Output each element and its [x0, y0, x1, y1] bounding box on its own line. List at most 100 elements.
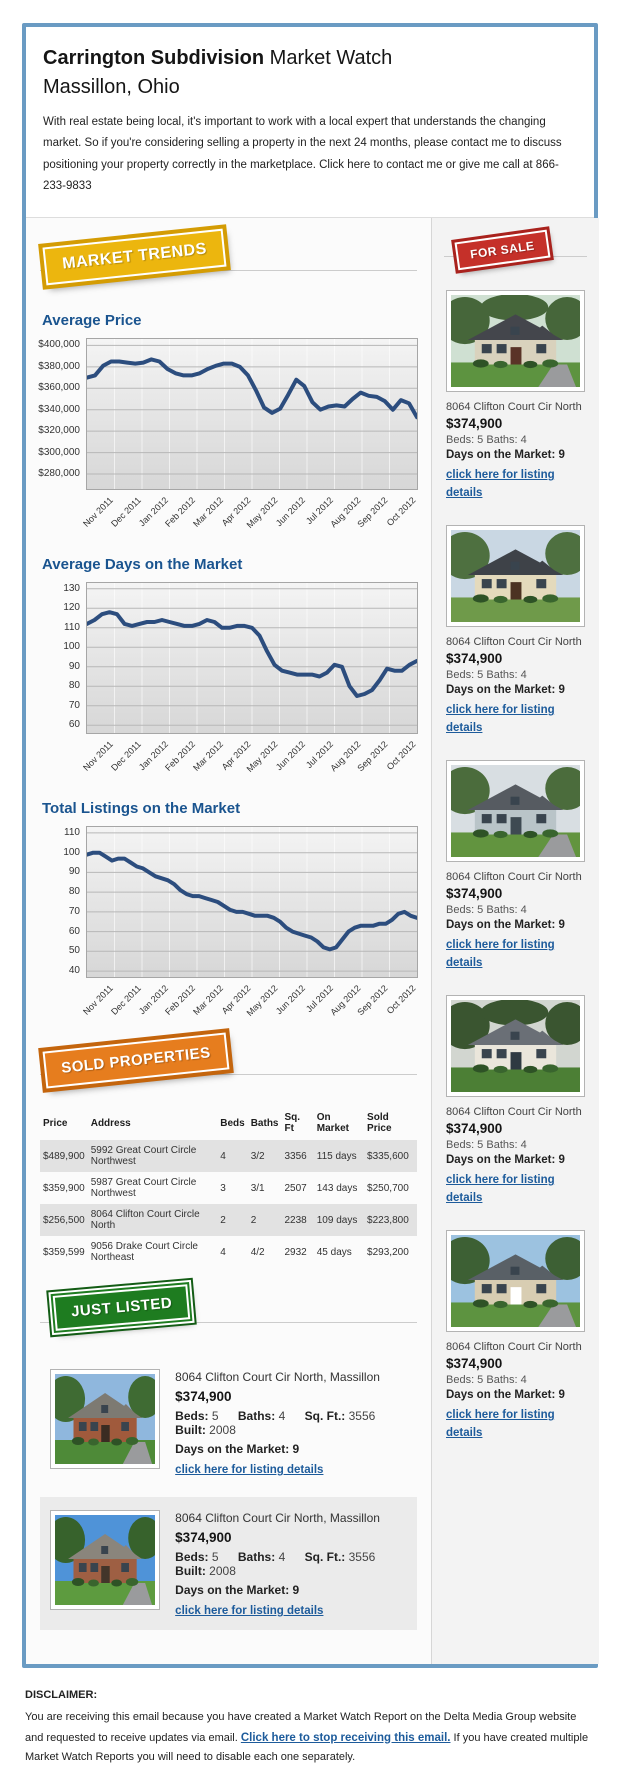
- average-days-chart: Average Days on the Market 130 120 110 100 9…: [40, 556, 418, 784]
- for-sale-listing: 8064 Clifton Court Cir North $374,900 Be…: [446, 1230, 585, 1441]
- property-photo[interactable]: [50, 1369, 161, 1470]
- listing-details-link[interactable]: click here for listing details: [446, 1174, 555, 1205]
- x-axis-label: Mar 2012: [191, 983, 226, 1018]
- column-header-beds: Beds: [220, 1117, 245, 1129]
- unsubscribe-link[interactable]: Click here to stop receiving this email.: [240, 1731, 451, 1744]
- y-axis-label: 130: [63, 582, 80, 594]
- house-illustration: [451, 1235, 580, 1328]
- table-row: $489,900 5992 Great Court Circle Northwes…: [40, 1140, 417, 1173]
- listing-details-link[interactable]: click here for listing details: [446, 1409, 555, 1440]
- total-listings-plot: 110 100 90 80 70 60 50 40 Nov 2011 Dec 2011 Jan 20…: [40, 826, 418, 1028]
- built-label: Built:: [175, 1423, 206, 1438]
- sqft-label: Sq. Ft.:: [304, 1550, 346, 1565]
- table-cell: 5992 Great Court Circle Northwest: [90, 1145, 197, 1168]
- just-listed-item: 8064 Clifton Court Cir North, Massillon …: [40, 1356, 417, 1489]
- y-axis-label: 80: [68, 680, 80, 692]
- column-header-soldprice: Sold Price: [367, 1112, 392, 1135]
- y-axis-label: 110: [64, 621, 80, 633]
- chart-title-average-days: Average Days on the Market: [42, 556, 243, 574]
- property-photo[interactable]: [446, 1230, 585, 1333]
- y-axis-label: 40: [68, 965, 80, 977]
- listing-details-link[interactable]: click here for listing details: [175, 1464, 324, 1477]
- x-axis-label: Nov 2011: [81, 983, 116, 1017]
- column-header-price: Price: [43, 1117, 68, 1129]
- x-axis-label: Mar 2012: [191, 495, 226, 530]
- table-cell: 143 days: [316, 1182, 358, 1194]
- table-cell: $489,900: [43, 1150, 85, 1162]
- listing-price: $374,900: [175, 1389, 232, 1405]
- beds-baths: Beds: 5 Baths: 4: [446, 904, 527, 917]
- table-cell: 3356: [284, 1150, 307, 1162]
- beds-baths: Beds: 5 Baths: 4: [446, 1139, 527, 1152]
- x-axis-label: Nov 2011: [81, 495, 116, 529]
- listing-specs: Beds: 5 Baths: 4 Sq. Ft.: 3556 Built: 20…: [175, 1550, 407, 1578]
- market-trends-section-head: MARKET TRENDS: [40, 228, 417, 296]
- y-axis-label: $300,000: [38, 446, 80, 458]
- property-photo[interactable]: [446, 995, 585, 1098]
- trend-line: [87, 357, 417, 420]
- table-cell: 3/1: [250, 1182, 265, 1194]
- disclaimer-heading: DISCLAIMER:: [25, 1689, 98, 1702]
- property-photo[interactable]: [446, 760, 585, 863]
- listing-address: 8064 Clifton Court Cir North, Massillon: [175, 1370, 380, 1385]
- property-photo[interactable]: [446, 525, 585, 628]
- y-axis-label: 100: [63, 641, 80, 653]
- sqft-value: 3556: [348, 1550, 376, 1565]
- section-divider: [40, 270, 417, 272]
- listing-price: $374,900: [446, 651, 503, 667]
- chart-title-total-listings: Total Listings on the Market: [42, 800, 241, 818]
- beds-baths: Beds: 5 Baths: 4: [446, 434, 527, 447]
- for-sale-section-head: FOR SALE: [444, 229, 587, 278]
- table-cell: 4: [220, 1150, 226, 1162]
- listing-address: 8064 Clifton Court Cir North: [446, 871, 582, 884]
- beds-value: 5: [211, 1550, 219, 1565]
- x-axis-label: Mar 2012: [191, 739, 226, 774]
- built-value: 2008: [209, 1423, 236, 1438]
- for-sale-listing: 8064 Clifton Court Cir North $374,900 Be…: [446, 290, 585, 501]
- table-row: $256,500 8064 Clifton Court Circle North 2…: [40, 1204, 417, 1237]
- property-photo[interactable]: [446, 290, 585, 393]
- baths-value: 4: [278, 1550, 286, 1565]
- x-axis-label: Oct 2012: [384, 495, 418, 528]
- line-chart-canvas: [87, 339, 417, 490]
- section-divider: [40, 1074, 417, 1076]
- sold-properties-table: Price Address Beds Baths Sq. Ft On Marke…: [40, 1106, 417, 1268]
- table-cell: 45 days: [316, 1246, 352, 1258]
- listing-price: $374,900: [446, 1356, 503, 1372]
- table-cell: 4: [220, 1246, 226, 1258]
- days-on-market: Days on the Market: 9: [175, 1583, 300, 1598]
- listing-details-link[interactable]: click here for listing details: [446, 469, 555, 500]
- table-cell: $359,900: [43, 1182, 85, 1194]
- y-axis-label: $360,000: [38, 382, 80, 394]
- listing-details-link[interactable]: click here for listing details: [175, 1605, 324, 1618]
- table-cell: 109 days: [316, 1214, 358, 1226]
- listing-address: 8064 Clifton Court Cir North: [446, 1106, 582, 1119]
- column-header-baths: Baths: [250, 1117, 279, 1129]
- table-header-row: Price Address Beds Baths Sq. Ft On Marke…: [40, 1106, 417, 1140]
- average-days-plot: 130 120 110 100 90 80 70 60 Nov 2011 Dec 2011 Jan …: [40, 582, 418, 784]
- sqft-value: 3556: [348, 1409, 376, 1424]
- house-illustration: [451, 1000, 580, 1093]
- for-sale-listing: 8064 Clifton Court Cir North $374,900 Be…: [446, 760, 585, 971]
- line-chart-canvas: [87, 827, 417, 978]
- days-on-market: Days on the Market: 9: [446, 1154, 565, 1167]
- beds-baths: Beds: 5 Baths: 4: [446, 669, 527, 682]
- page-title: Carrington Subdivision Market Watch Mass…: [43, 44, 577, 102]
- listing-details-link[interactable]: click here for listing details: [446, 704, 555, 735]
- for-sale-badge: FOR SALE: [454, 229, 551, 271]
- for-sale-sidebar: FOR SALE 8064 Clifton Court Cir North $3…: [432, 218, 599, 1665]
- listing-details-link[interactable]: click here for listing details: [446, 939, 555, 970]
- for-sale-listing: 8064 Clifton Court Cir North $374,900 Be…: [446, 995, 585, 1206]
- listing-price: $374,900: [446, 1121, 503, 1137]
- y-axis-label: $340,000: [38, 403, 80, 415]
- table-cell: 2507: [284, 1182, 307, 1194]
- content-columns: MARKET TRENDS Average Price $400,000 $380…: [26, 217, 599, 1665]
- trend-line: [87, 850, 417, 952]
- days-on-market: Days on the Market: 9: [446, 919, 565, 932]
- trend-line: [87, 610, 417, 699]
- intro-text: With real estate being local, it's impor…: [43, 116, 562, 192]
- y-axis-label: 70: [68, 699, 80, 711]
- property-photo[interactable]: [50, 1510, 161, 1611]
- y-axis-label: 120: [63, 602, 80, 614]
- just-listed-section-head: JUST LISTED: [40, 1282, 417, 1348]
